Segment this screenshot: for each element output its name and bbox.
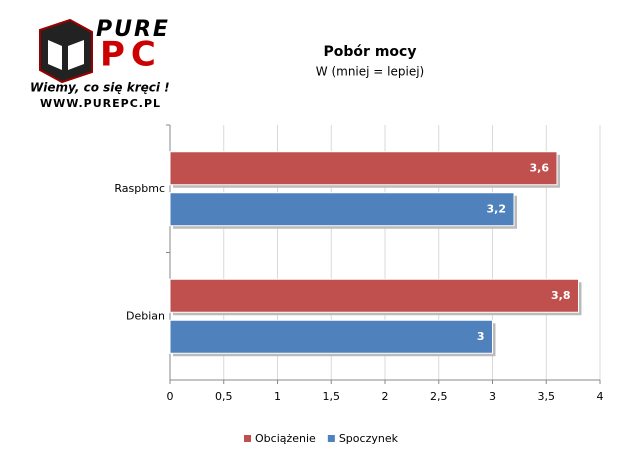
legend-label: Spoczynek <box>339 432 399 445</box>
logo-icon <box>39 18 93 84</box>
x-tick-label: 2,5 <box>430 390 448 403</box>
x-tick-label: 3 <box>489 390 496 403</box>
logo-url: WWW.PUREPC.PL <box>40 97 161 110</box>
legend-label: Obciążenie <box>255 432 316 445</box>
chart-subtitle: W (mniej = lepiej) <box>316 65 424 79</box>
x-tick-label: 1,5 <box>323 390 341 403</box>
legend-swatch <box>244 435 251 442</box>
x-tick-label: 0,5 <box>215 390 233 403</box>
legend-swatch <box>327 435 335 442</box>
logo-tagline: Wiemy, co się kręci ! <box>30 81 170 95</box>
logo-name: PURE <box>96 17 170 42</box>
x-tick-label: 2 <box>382 390 389 403</box>
logo: PURE PC Wiemy, co się kręci ! WWW.PUREPC… <box>30 17 170 110</box>
x-tick-label: 4 <box>597 390 604 403</box>
value-label: 3,8 <box>551 289 571 302</box>
y-tick-label: Debian <box>126 309 165 322</box>
value-label: 3,6 <box>530 161 550 174</box>
logo-icon-detail <box>48 40 84 70</box>
chart-title: Pobór mocy <box>324 44 417 60</box>
value-label: 3 <box>477 330 485 343</box>
bar <box>169 278 579 313</box>
x-tick-label: 1 <box>274 390 281 403</box>
y-tick-label: Raspbmc <box>114 182 165 195</box>
bar <box>169 151 558 186</box>
bar <box>169 192 515 227</box>
logo-name-red: PC <box>100 35 162 75</box>
x-tick-label: 3,5 <box>538 390 556 403</box>
bar <box>169 319 493 354</box>
x-tick-label: 0 <box>167 390 174 403</box>
value-label: 3,2 <box>487 202 507 215</box>
